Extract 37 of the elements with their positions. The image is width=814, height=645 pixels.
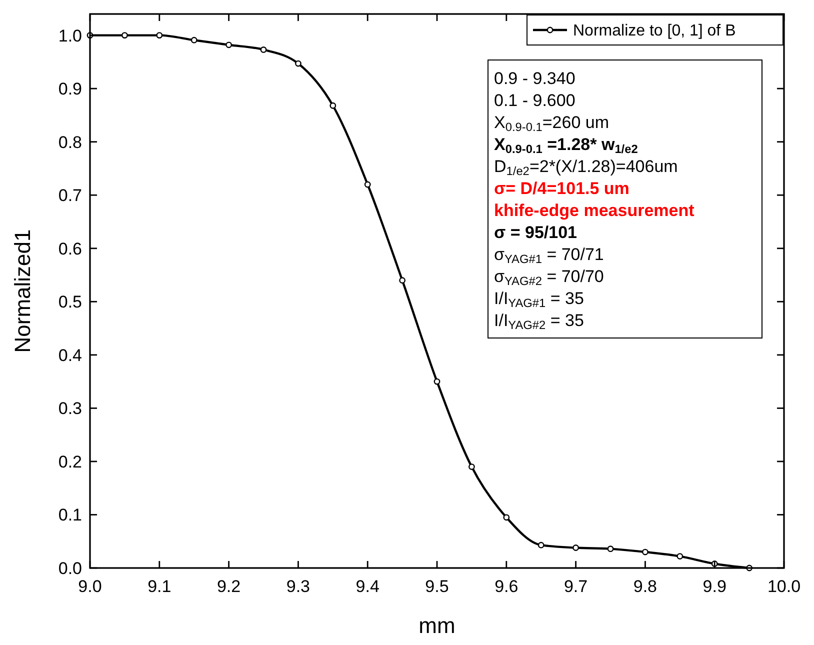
x-tick-label: 9.8 (633, 577, 658, 596)
x-tick-label: 9.4 (356, 577, 380, 596)
annotation: khife-edge measurement (494, 201, 695, 220)
annotation: I/I$_{YAG#2}$ = 35 (494, 311, 584, 332)
y-tick-label: 0.6 (58, 239, 82, 258)
y-tick-label: 0.7 (58, 186, 82, 206)
x-tick-label: 9.7 (564, 577, 588, 596)
y-tick-label: 0.3 (58, 399, 82, 418)
annotation: X$_{0.9-0.1}$=260 um (494, 113, 610, 134)
annotation: σ$_{YAG#1}$ = 70/71 (494, 245, 604, 266)
y-tick-label: 0.1 (58, 506, 82, 525)
x-tick-label: 9.0 (78, 577, 102, 596)
annotation: 0.1 - 9.600 (494, 91, 576, 110)
y-tick-label: 0.8 (58, 132, 82, 152)
annotation: σ$_{YAG#2}$ = 70/70 (494, 267, 604, 288)
y-tick-label: 0.2 (58, 452, 82, 472)
y-tick-label: 0.9 (58, 80, 82, 99)
y-tick-label: 1.0 (58, 26, 82, 46)
annotation: X$_{0.9-0.1}$ =1.28* w$_{1/e2}$ (494, 135, 638, 156)
y-tick-label: 0.5 (58, 292, 82, 312)
x-tick-label: 9.6 (494, 577, 518, 596)
legend-label: Normalize to [0, 1] of B (573, 22, 736, 40)
y-tick-label: 0.0 (58, 558, 82, 578)
x-axis-title: mm (418, 613, 456, 638)
x-tick-label: 9.5 (425, 577, 449, 596)
x-tick-label: 10.0 (767, 577, 801, 596)
x-tick-label: 9.3 (286, 577, 310, 596)
annotation: 0.9 - 9.340 (494, 69, 576, 88)
annotation: σ= D/4=101.5 um (494, 179, 630, 198)
y-axis-title: Normalized1 (10, 229, 35, 353)
x-tick-label: 9.2 (216, 577, 241, 596)
x-tick-label: 9.1 (148, 577, 172, 596)
annotation: I/I$_{YAG#1}$ = 35 (494, 289, 584, 310)
y-tick-label: 0.4 (58, 346, 82, 365)
annotation: σ = 95/101 (494, 223, 577, 242)
annotation: D$_{1/e2}$=2*(X/1.28)=406um (494, 157, 678, 178)
x-tick-label: 9.9 (702, 577, 726, 596)
